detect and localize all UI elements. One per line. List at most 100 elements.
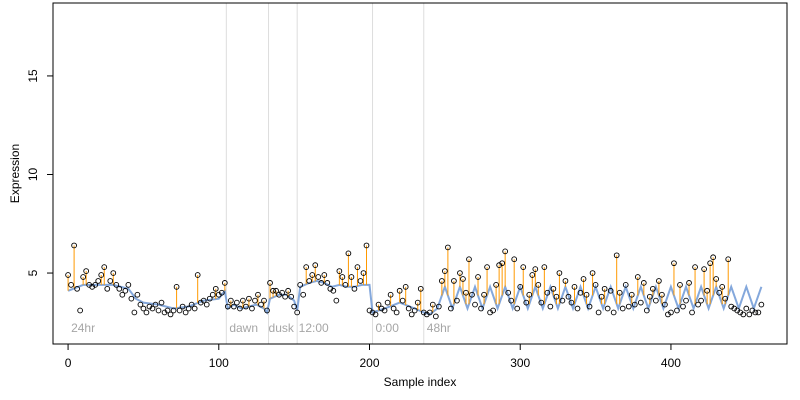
data-point	[469, 291, 475, 298]
x-tick-label: 300	[510, 356, 530, 370]
data-point	[529, 272, 536, 278]
data-point	[68, 282, 74, 288]
data-point	[122, 287, 129, 294]
data-point	[586, 303, 593, 310]
data-point	[77, 307, 83, 314]
data-point	[249, 305, 255, 312]
data-point	[451, 278, 457, 284]
data-point	[237, 305, 243, 312]
data-point	[143, 309, 150, 316]
data-point	[128, 295, 135, 302]
data-point	[264, 307, 270, 314]
data-point	[303, 264, 310, 270]
data-point	[170, 307, 177, 314]
data-point	[580, 276, 587, 282]
data-point	[460, 276, 466, 282]
data-point	[568, 299, 575, 306]
fitted-series	[67, 279, 763, 316]
data-point	[336, 268, 343, 274]
plot-frame	[52, 2, 788, 345]
data-point	[104, 285, 111, 292]
data-point	[544, 289, 551, 296]
data-point	[65, 272, 71, 278]
data-point	[559, 297, 566, 304]
data-point	[637, 299, 644, 306]
data-point	[140, 305, 147, 312]
data-point	[182, 309, 189, 316]
data-point	[493, 282, 499, 288]
data-point	[511, 256, 518, 263]
data-point	[523, 299, 530, 306]
data-point	[502, 248, 509, 255]
data-point	[291, 303, 297, 310]
data-point	[571, 283, 578, 290]
y-axis-title: Expression	[8, 144, 22, 203]
data-point	[200, 297, 207, 304]
data-point	[188, 301, 195, 308]
data-point	[209, 291, 216, 298]
data-point	[616, 289, 623, 296]
data-point	[354, 264, 361, 270]
data-point	[315, 274, 322, 280]
segment-annotations: 24hr dawn dusk 12:00 0:00 48hr	[71, 321, 451, 335]
data-point	[481, 291, 487, 298]
data-point	[194, 272, 201, 278]
data-point	[752, 309, 759, 316]
data-point	[339, 274, 346, 280]
data-point	[167, 311, 174, 318]
data-point	[312, 262, 319, 269]
data-point	[607, 287, 614, 294]
data-point	[689, 309, 695, 316]
data-point	[550, 285, 557, 292]
data-point	[640, 280, 647, 286]
data-point	[442, 268, 448, 274]
data-point	[155, 307, 162, 314]
data-point	[372, 311, 379, 318]
data-point	[387, 291, 394, 298]
data-point	[532, 266, 539, 272]
data-point	[448, 305, 454, 312]
data-point	[318, 280, 325, 286]
data-point	[668, 309, 674, 316]
data-point	[309, 272, 316, 278]
data-point	[363, 242, 370, 249]
data-point	[613, 252, 620, 259]
data-point	[463, 289, 469, 296]
data-point	[610, 309, 617, 316]
data-point	[659, 291, 665, 298]
y-tick-label: 5	[26, 269, 40, 276]
data-point	[234, 299, 240, 306]
data-point	[725, 256, 732, 263]
data-point	[435, 303, 442, 310]
x-tick-label: 100	[209, 356, 229, 370]
data-point	[191, 305, 198, 312]
data-point	[107, 278, 114, 284]
data-point	[176, 307, 183, 314]
data-point	[149, 305, 156, 312]
data-point	[454, 297, 460, 304]
data-point	[243, 303, 249, 310]
data-point	[227, 297, 234, 304]
data-point	[547, 303, 554, 310]
data-point	[574, 305, 581, 312]
data-point	[360, 270, 367, 276]
data-point	[258, 301, 264, 308]
data-point	[683, 297, 689, 304]
data-point	[601, 285, 608, 292]
data-point	[520, 264, 527, 270]
data-point	[185, 305, 192, 312]
x-axis: 0 100 200 300 400	[65, 343, 681, 370]
data-point	[116, 285, 123, 292]
data-point	[252, 297, 258, 304]
data-point	[595, 309, 602, 316]
fitted-line	[67, 279, 763, 316]
data-point	[98, 272, 105, 278]
data-point	[273, 287, 279, 294]
data-point	[288, 293, 294, 300]
data-point	[704, 287, 710, 294]
data-point	[218, 289, 225, 296]
data-point	[321, 272, 328, 278]
data-point	[589, 270, 596, 276]
data-point	[92, 282, 99, 288]
